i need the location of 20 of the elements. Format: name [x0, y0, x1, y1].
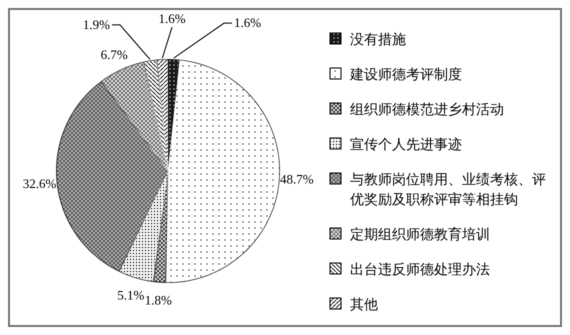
legend-label: 出台违反师德处理办法	[350, 262, 490, 278]
legend-label: 与教师岗位聘用、业绩考核、评优奖励及职称评审等相挂钩	[350, 172, 546, 208]
data-label: 6.7%	[100, 46, 128, 62]
legend-label: 其他	[350, 297, 378, 313]
data-label: 48.7%	[280, 172, 314, 187]
legend-label: 没有措施	[350, 32, 406, 48]
pie-slice	[120, 170, 168, 282]
legend-label: 定期组织师德教育培训	[350, 226, 490, 243]
pie-slice	[154, 170, 168, 282]
data-label: 32.6%	[22, 176, 57, 192]
legend-label: 建设师德考评制度	[349, 67, 462, 83]
data-label: 1.8%	[144, 292, 172, 308]
pie-slice	[102, 62, 168, 172]
data-label: 1.6%	[158, 11, 186, 26]
data-label: 5.1%	[117, 288, 145, 303]
data-label: 1.6%	[234, 15, 262, 30]
legend-label: 宣传个人先进事迹	[350, 137, 462, 153]
data-label: 1.9%	[82, 16, 110, 32]
pie-slice	[56, 82, 168, 271]
legend-label: 组织师德模范进乡村活动	[350, 102, 504, 118]
